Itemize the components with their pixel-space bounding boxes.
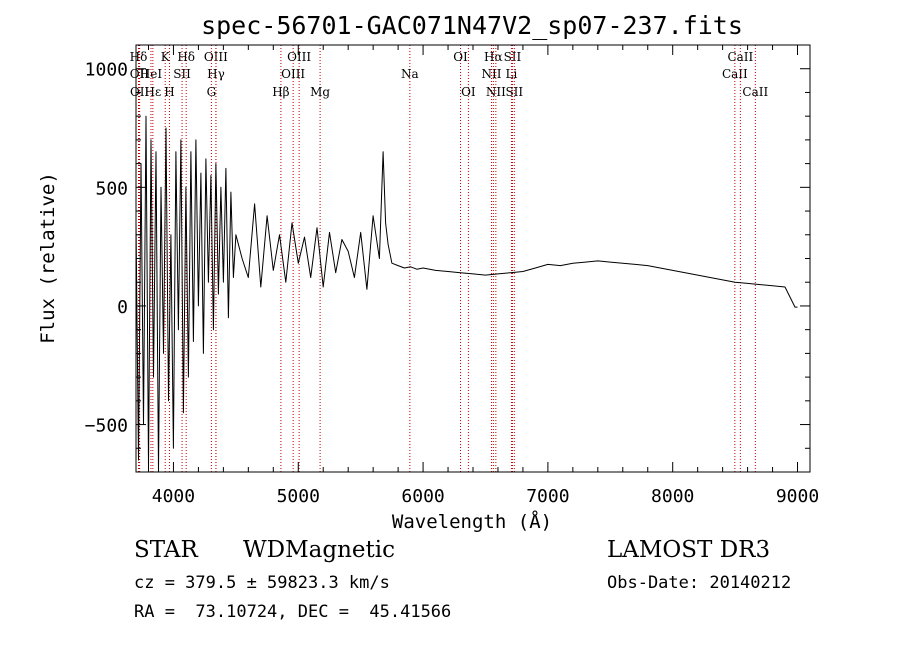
spectral-line-label-20: Hα (484, 50, 503, 64)
spectral-line-label-5: K (161, 50, 171, 64)
spectral-line-label-24: SII (505, 85, 523, 99)
y-tick-label-1: 0 (117, 297, 128, 318)
plot-frame (135, 44, 811, 473)
object-subclass: WDMagnetic (243, 537, 395, 563)
obs-date: Obs-Date: 20140212 (607, 573, 792, 593)
y-tick-label-3: 1000 (85, 60, 128, 81)
spectral-line-label-6: H (164, 85, 174, 99)
survey-name: LAMOST DR3 (607, 537, 771, 563)
axis-ticks: 4000 5000 6000 7000 8000 9000 −500 0 500 1000 (85, 44, 819, 507)
spectral-line-label-15: Mg (310, 85, 330, 99)
spectral-line-label-16: Na (401, 67, 419, 81)
chart-title: spec-56701-GAC071N47V2_sp07-237.fits (201, 11, 743, 40)
spectral-line-label-18: OI (461, 85, 476, 99)
spectral-line-label-26: CaII (727, 50, 753, 64)
spectral-line-label-25: CaII (722, 67, 748, 81)
x-tick-label-3: 7000 (526, 486, 569, 507)
spectral-line-label-14: OIII (287, 50, 311, 64)
spectral-line-label-22: SII (504, 50, 522, 64)
spectral-line-label-3: HeI (140, 67, 163, 81)
spectral-line-label-12: Hβ (272, 85, 289, 99)
y-tick-label-0: −500 (85, 416, 128, 437)
spectral-line-label-4: Hε (145, 85, 162, 99)
x-tick-label-2: 6000 (401, 486, 444, 507)
redshift-cz: cz = 379.5 ± 59823.3 km/s (134, 573, 390, 593)
x-tick-label-1: 5000 (277, 486, 320, 507)
x-tick-label-0: 4000 (152, 486, 195, 507)
spectral-line-label-23: Li (506, 67, 518, 81)
spectral-line-label-8: Hδ (177, 50, 195, 64)
y-axis-label: Flux (relative) (37, 172, 59, 344)
spectral-line-label-7: SII (173, 67, 191, 81)
spectral-line-label-27: CaII (742, 85, 768, 99)
spectrum-line (135, 115, 798, 473)
spectral-line-label-13: OIII (281, 67, 305, 81)
spectral-line-label-10: Hγ (207, 67, 225, 81)
x-axis-label: Wavelength (Å) (392, 510, 552, 533)
y-tick-label-2: 500 (95, 178, 128, 199)
spectral-line-label-19: NII (481, 67, 501, 81)
x-tick-label-5: 9000 (776, 486, 819, 507)
spectral-line-label-17: OI (453, 50, 468, 64)
x-tick-label-4: 8000 (651, 486, 694, 507)
spectral-line-label-21: NII (486, 85, 506, 99)
spectral-line-label-1: OII (130, 67, 150, 81)
ra-dec: RA = 73.10724, DEC = 45.41566 (134, 602, 452, 622)
object-class: STAR (134, 537, 198, 563)
spectral-line-label-11: G (207, 85, 217, 99)
spectral-line-label-0: Hδ (130, 50, 148, 64)
